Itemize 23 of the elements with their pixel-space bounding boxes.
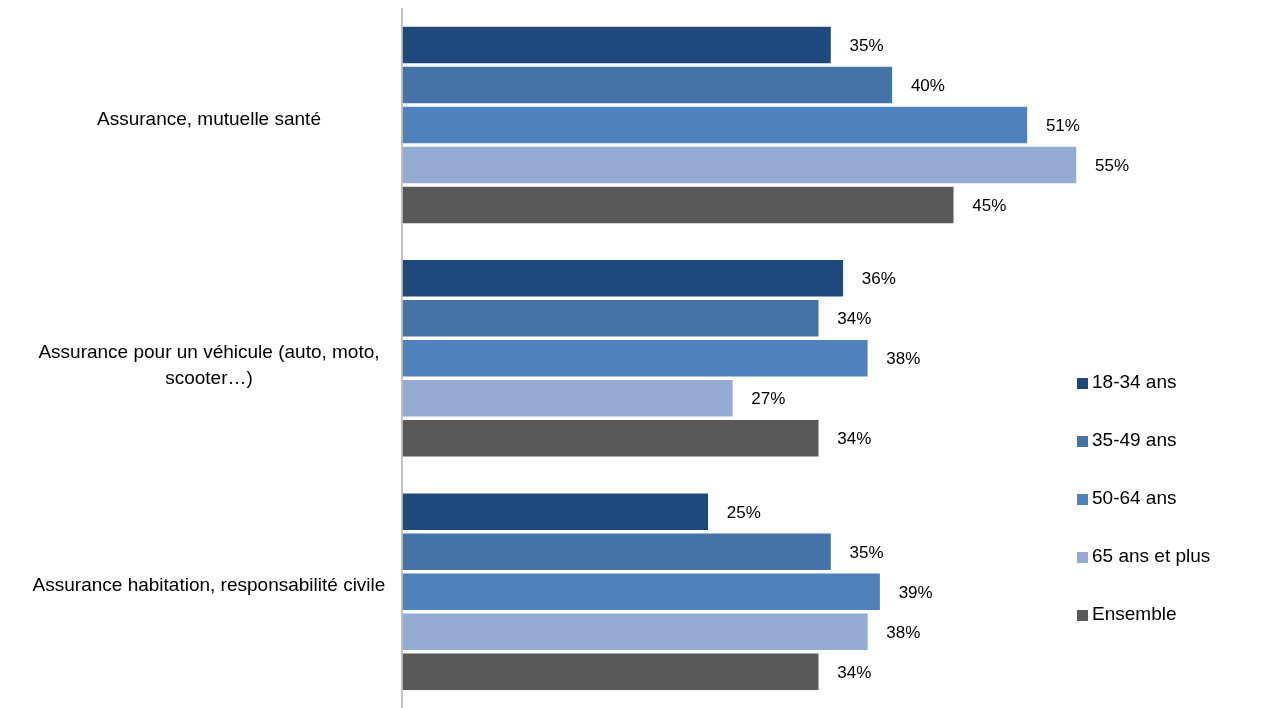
data-label: 55%: [1095, 156, 1130, 176]
data-label: 45%: [972, 196, 1007, 216]
data-label: 35%: [849, 36, 884, 56]
legend-label: 65 ans et plus: [1092, 544, 1211, 568]
legend-label: 50-64 ans: [1092, 486, 1177, 510]
y-tick-label: Assurance, mutuelle santé: [97, 107, 321, 129]
y-tick-label: Assurance pour un véhicule (auto, moto, scooter…): [38, 341, 380, 388]
data-label: 39%: [898, 582, 933, 602]
y-tick-label: Assurance habitation, responsabilité civile: [32, 574, 386, 596]
data-label: 40%: [910, 76, 945, 96]
data-label: 34%: [837, 309, 872, 329]
data-label: 38%: [886, 622, 921, 642]
data-label: 34%: [837, 662, 872, 682]
data-label: 38%: [886, 349, 921, 369]
legend-label: Ensemble: [1092, 602, 1177, 626]
data-label: 36%: [861, 269, 896, 289]
data-label: 25%: [726, 502, 761, 522]
legend-label: 35-49 ans: [1092, 428, 1177, 452]
legend-label: 18-34 ans: [1092, 370, 1177, 394]
data-label: 51%: [1045, 116, 1080, 136]
data-label: 35%: [849, 542, 884, 562]
data-label: 27%: [751, 389, 786, 409]
data-label: 34%: [837, 429, 872, 449]
